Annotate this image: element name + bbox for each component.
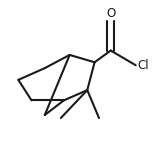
Text: O: O bbox=[106, 7, 115, 20]
Text: Cl: Cl bbox=[138, 59, 150, 72]
